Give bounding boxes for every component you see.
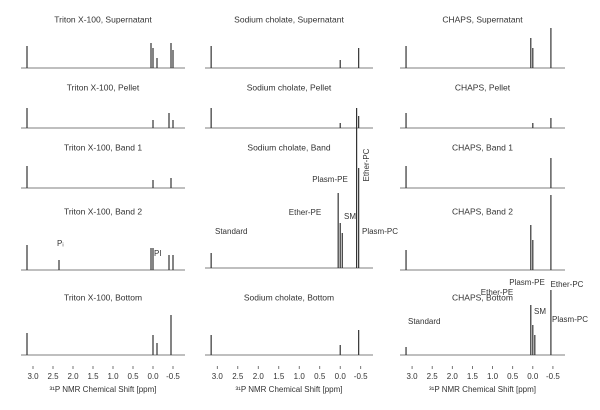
x-tick-label: 1.5 — [273, 372, 285, 381]
x-tick-label: 0.5 — [314, 372, 326, 381]
x-axis-label: ³¹P NMR Chemical Shift [ppm] — [429, 385, 536, 394]
panel-title: CHAPS, Band 1 — [452, 142, 513, 152]
panel-title: Triton X-100, Band 1 — [64, 142, 142, 152]
x-tick-label: 2.5 — [47, 372, 59, 381]
panel-title: Sodium cholate, Bottom — [244, 292, 334, 302]
peak-annotation: Plasm-PC — [552, 315, 588, 324]
peak-annotation: Plasm-PC — [362, 227, 398, 236]
panel-title: CHAPS, Supernatant — [442, 14, 523, 24]
peak-annotation: SM — [534, 307, 546, 316]
x-axis-label: ³¹P NMR Chemical Shift [ppm] — [236, 385, 343, 394]
x-tick-label: 2.5 — [232, 372, 244, 381]
peak-annotation: Standard — [408, 317, 440, 326]
peak-annotation: Plasm-PE — [509, 278, 545, 287]
peak-annotation: Ether-PC — [551, 280, 584, 289]
panel-title: CHAPS, Bottom — [452, 292, 513, 302]
panel-title: Sodium cholate, Pellet — [247, 82, 332, 92]
peak-annotation: Ether-PC — [362, 148, 371, 181]
panel-title: Triton X-100, Pellet — [67, 82, 140, 92]
x-tick-label: 1.5 — [87, 372, 99, 381]
x-tick-label: 1.0 — [294, 372, 306, 381]
panel-title: CHAPS, Pellet — [455, 82, 511, 92]
panel-title: CHAPS, Band 2 — [452, 206, 513, 216]
x-tick-label: -0.5 — [354, 372, 368, 381]
x-tick-label: -0.5 — [166, 372, 180, 381]
x-tick-label: 1.5 — [467, 372, 479, 381]
peak-annotation: Plasm-PE — [312, 175, 348, 184]
x-tick-label: 2.0 — [253, 372, 265, 381]
x-tick-label: 0.5 — [127, 372, 139, 381]
panel-title: Triton X-100, Supernatant — [54, 14, 152, 24]
x-axis-label: ³¹P NMR Chemical Shift [ppm] — [50, 385, 157, 394]
peak-annotation: PI — [154, 249, 162, 258]
x-tick-label: 1.0 — [487, 372, 499, 381]
x-tick-label: 0.0 — [527, 372, 539, 381]
panel-title: Sodium cholate, Band — [247, 142, 330, 152]
x-tick-label: 2.5 — [427, 372, 439, 381]
peak-annotation: SM — [344, 212, 356, 221]
x-tick-label: 0.5 — [507, 372, 519, 381]
panel-title: Triton X-100, Band 2 — [64, 206, 142, 216]
x-tick-label: 3.0 — [407, 372, 419, 381]
x-tick-label: -0.5 — [546, 372, 560, 381]
peak-annotation: Ether-PE — [481, 288, 513, 297]
peak-annotation: Ether-PE — [289, 208, 321, 217]
panel-title: Triton X-100, Bottom — [64, 292, 142, 302]
panel-title: Sodium cholate, Supernatant — [234, 14, 344, 24]
peak-annotation: Pᵢ — [57, 239, 64, 248]
x-tick-label: 0.0 — [335, 372, 347, 381]
x-tick-label: 3.0 — [212, 372, 224, 381]
x-tick-label: 2.0 — [447, 372, 459, 381]
x-tick-label: 3.0 — [27, 372, 39, 381]
x-tick-label: 1.0 — [107, 372, 119, 381]
x-tick-label: 0.0 — [147, 372, 159, 381]
peak-annotation: Standard — [215, 227, 247, 236]
x-tick-label: 2.0 — [67, 372, 79, 381]
